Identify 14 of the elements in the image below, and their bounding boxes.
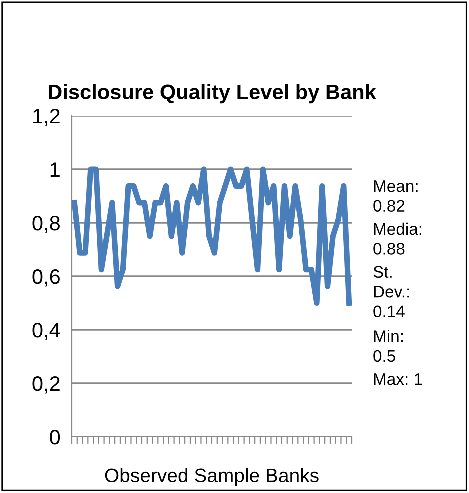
text: Min: 0.5 — [374, 330, 403, 362]
y-tick-label: 0,6 — [32, 270, 60, 287]
y-tick-label: 0,8 — [32, 216, 60, 234]
text: Mean: 0.82 — [374, 180, 418, 212]
text: St. Dev.: 0.14 — [374, 266, 410, 318]
y-tick-label: 0 — [50, 430, 60, 445]
y-tick-label: 1,2 — [34, 109, 60, 126]
chart-title: Disclosure Quality Level by Bank — [48, 84, 376, 104]
text: Media: 0.88 — [374, 222, 422, 255]
text: Max: 1 — [374, 374, 422, 386]
y-tick-label: 0,4 — [32, 323, 60, 340]
y-tick-label: 1 — [50, 162, 60, 178]
y-tick-label: 0,2 — [32, 376, 60, 394]
x-axis-title: Observed Sample Banks — [105, 468, 319, 486]
